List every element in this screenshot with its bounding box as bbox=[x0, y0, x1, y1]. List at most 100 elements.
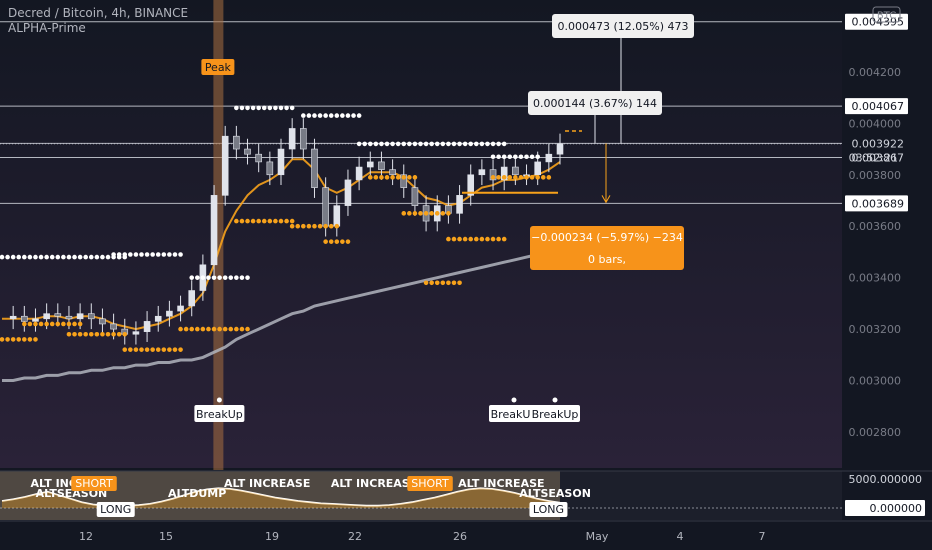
oscillator-label-text: LONG bbox=[100, 503, 131, 516]
support-dot bbox=[217, 326, 222, 332]
support-dot bbox=[401, 175, 407, 180]
resistance-dot bbox=[513, 154, 518, 160]
measure-down-label: −0.000234 (−5.97%) −234 0 bars, bbox=[530, 226, 684, 270]
support-dot bbox=[446, 211, 451, 216]
support-dot bbox=[328, 239, 334, 244]
candle-body bbox=[556, 143, 564, 155]
resistance-dot bbox=[390, 141, 395, 147]
support-dot bbox=[116, 331, 122, 337]
resistance-dot bbox=[284, 105, 289, 111]
support-dot bbox=[128, 347, 133, 352]
support-dot bbox=[496, 236, 501, 242]
support-dot bbox=[429, 211, 434, 216]
support-dot bbox=[429, 280, 434, 286]
candle-body bbox=[54, 313, 62, 317]
resistance-dot bbox=[200, 275, 206, 280]
support-dot bbox=[234, 326, 239, 332]
resistance-dot bbox=[434, 141, 440, 147]
support-dot bbox=[33, 321, 38, 327]
support-dot bbox=[5, 337, 10, 342]
oscillator-label-box bbox=[529, 502, 568, 517]
support-dot bbox=[518, 175, 524, 180]
price-level-tag-text: 0.004067 bbox=[852, 100, 905, 113]
support-dot bbox=[144, 347, 150, 352]
resistance-dot bbox=[362, 141, 368, 147]
candle-body bbox=[288, 128, 296, 150]
resistance-dot bbox=[0, 254, 5, 260]
candle-body bbox=[143, 321, 151, 332]
resistance-dot bbox=[150, 252, 155, 257]
x-tick-label: 19 bbox=[265, 530, 279, 543]
resistance-dot bbox=[234, 275, 239, 280]
resistance-dot bbox=[10, 254, 16, 260]
resistance-dot bbox=[161, 252, 167, 257]
candle-body bbox=[333, 205, 341, 227]
support-dot bbox=[172, 347, 178, 352]
resistance-dot bbox=[155, 252, 161, 257]
peak-label-text: Peak bbox=[205, 61, 232, 74]
resistance-dot bbox=[144, 252, 150, 257]
support-dot bbox=[468, 236, 474, 242]
resistance-dot bbox=[217, 275, 222, 280]
breakup-text: BreakUp bbox=[491, 408, 538, 421]
resistance-dot bbox=[423, 141, 429, 147]
candle-body bbox=[534, 161, 541, 176]
support-dot bbox=[16, 337, 22, 342]
candle-body bbox=[411, 187, 419, 206]
candle-body bbox=[400, 174, 408, 188]
breakup-text: BreakUp bbox=[532, 408, 579, 421]
price-axis: 0.004200 0.004000 0.003800 0.003600 0.003400… bbox=[842, 0, 932, 520]
candle-body bbox=[478, 169, 486, 176]
candle-body bbox=[43, 313, 50, 320]
price-level-tag-text: 0.003867 bbox=[852, 152, 905, 165]
resistance-dot bbox=[474, 141, 479, 147]
resistance-dot bbox=[49, 254, 55, 260]
support-dot bbox=[301, 223, 306, 229]
chart-header: Decred / Bitcoin, 4h, BINANCE ALPHA-Prim… bbox=[8, 6, 188, 36]
resistance-dot bbox=[245, 105, 250, 111]
resistance-dot bbox=[239, 105, 245, 111]
oscillator-label-text: ALT INCREASE bbox=[458, 477, 544, 490]
support-dot bbox=[407, 211, 412, 216]
support-dot bbox=[206, 326, 211, 332]
support-dot bbox=[195, 326, 200, 332]
resistance-dot bbox=[267, 105, 273, 111]
candle-body bbox=[277, 148, 285, 176]
support-dot bbox=[457, 280, 462, 286]
candle-body bbox=[132, 331, 140, 335]
support-dot bbox=[245, 326, 250, 332]
support-dot bbox=[412, 211, 418, 216]
resistance-dot bbox=[38, 254, 44, 260]
measure-down-label-text: 0 bars, bbox=[588, 253, 626, 266]
support-dot bbox=[77, 321, 83, 327]
support-dot bbox=[161, 347, 167, 352]
support-dot bbox=[222, 326, 228, 332]
support-dot bbox=[122, 347, 128, 352]
support-dot bbox=[306, 223, 312, 229]
resistance-dot bbox=[535, 154, 540, 160]
candle-body bbox=[87, 313, 95, 320]
candle-body bbox=[233, 135, 240, 150]
resistance-dot bbox=[5, 254, 10, 260]
x-tick-label: 22 bbox=[348, 530, 362, 543]
support-dot bbox=[496, 175, 501, 180]
support-dot bbox=[446, 236, 451, 242]
resistance-dot bbox=[440, 141, 446, 147]
support-dot bbox=[88, 331, 94, 337]
candle-body bbox=[32, 318, 39, 322]
resistance-dot bbox=[356, 141, 362, 147]
support-dot bbox=[72, 331, 77, 337]
resistance-dot bbox=[479, 141, 485, 147]
resistance-dot bbox=[222, 275, 228, 280]
resistance-dot bbox=[301, 113, 306, 118]
candle-body bbox=[456, 195, 463, 214]
candle-body bbox=[65, 315, 73, 320]
resistance-dot bbox=[490, 141, 496, 147]
indicator-name: ALPHA-Prime bbox=[8, 21, 86, 35]
support-dot bbox=[22, 321, 27, 327]
support-dot bbox=[540, 175, 546, 180]
candle-body bbox=[311, 148, 318, 188]
support-dot bbox=[167, 347, 172, 352]
